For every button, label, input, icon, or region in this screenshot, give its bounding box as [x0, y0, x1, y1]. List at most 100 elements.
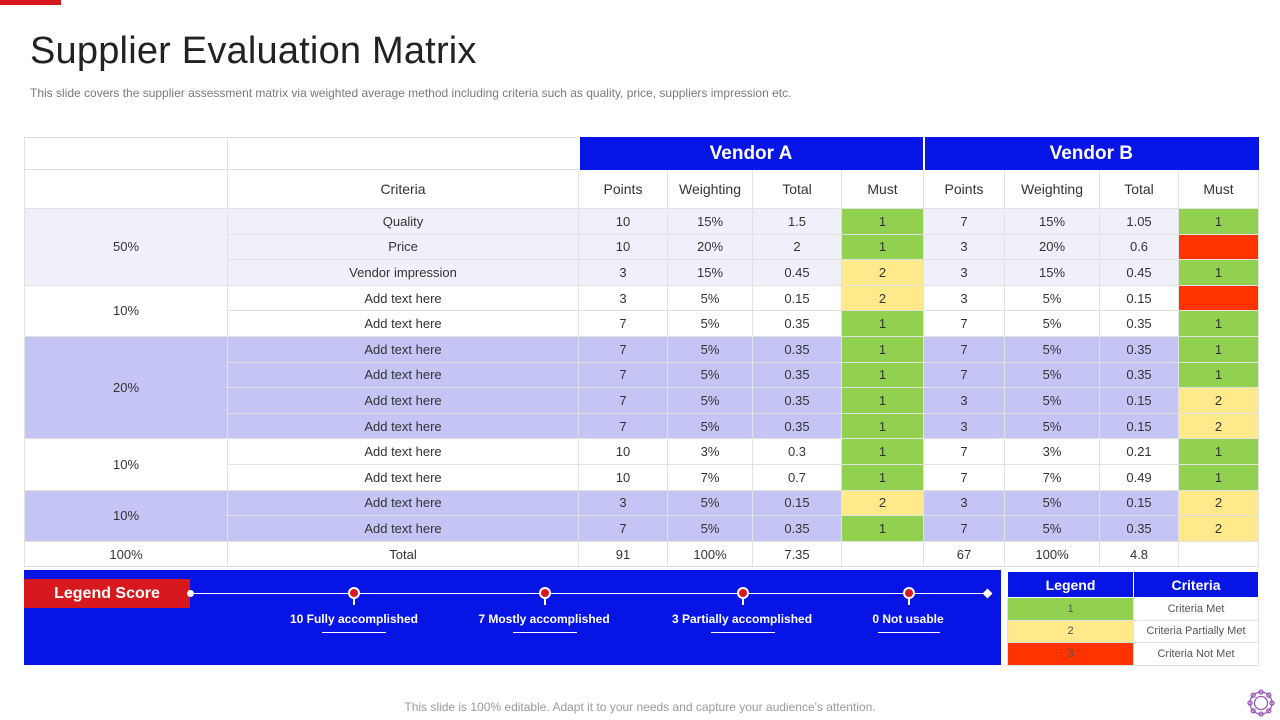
vendor-b-weighting-cell: 15%	[1004, 259, 1101, 286]
score-marker-stem	[353, 599, 355, 605]
vendor-b-must-cell: 2	[1178, 515, 1260, 542]
score-underline	[513, 632, 577, 633]
criteria-legend-header: Criteria	[1133, 571, 1259, 598]
legend-criteria-cell: Criteria Partially Met	[1133, 619, 1259, 643]
vendor-header-row: Vendor A Vendor B	[24, 137, 1260, 170]
vendor-b-weighting-cell: 20%	[1004, 233, 1101, 261]
vendor-b-weighting-cell: 5%	[1004, 515, 1101, 542]
vendor-a-total-cell: 2	[752, 233, 842, 261]
vendor-a-total-cell: 0.35	[752, 361, 842, 389]
total-header: Total	[1099, 169, 1180, 209]
vendor-b-must-cell: 3	[1178, 233, 1260, 261]
vendor-b-must-cell: 1	[1178, 310, 1260, 337]
vendor-a-weighting-cell: 5%	[667, 387, 753, 414]
vendor-b-total-cell: 0.35	[1099, 515, 1180, 542]
table-row: Add text here 10 7% 0.7 1 7 7% 0.49 1	[25, 463, 1260, 491]
table-row: 10% Add text here 10 3% 0.3 1 7 3% 0.21 1	[24, 438, 1260, 491]
blank-header-cell	[227, 137, 579, 170]
vendor-b-points-cell: 3	[923, 387, 1006, 414]
legend-score-label: Legend Score	[24, 579, 190, 608]
vendor-b-points-cell: 3	[923, 233, 1006, 261]
vendor-b-must-cell: 1	[1178, 438, 1260, 465]
score-marker-icon	[539, 587, 551, 599]
vendor-b-weighting-cell: 3%	[1004, 438, 1101, 465]
vendor-b-must-cell: 1	[1178, 463, 1260, 491]
score-marker-icon	[737, 587, 749, 599]
vendor-b-weighting-cell: 5%	[1004, 335, 1101, 363]
score-label-mostly: 7 Mostly accomplished	[478, 612, 610, 626]
points-header: Points	[923, 169, 1006, 209]
vendor-a-weighting-cell: 5%	[667, 412, 753, 440]
vendor-a-weighting-cell: 15%	[667, 259, 753, 286]
score-underline	[878, 632, 940, 633]
vendor-b-must-cell: 2	[1178, 387, 1260, 414]
vendor-b-total-cell: 0.6	[1099, 233, 1180, 261]
vendor-b-total-cell: 0.35	[1099, 310, 1180, 337]
vendor-b-must-cell: 2	[1178, 489, 1260, 517]
weight-group-cell: 10%	[24, 284, 228, 337]
vendor-b-weighting-cell: 5%	[1004, 284, 1101, 312]
criteria-cell: Add text here	[227, 463, 579, 491]
brand-logo-icon	[1247, 689, 1275, 717]
table-row: 10% Add text here 3 5% 0.15 2 3 5% 0.15 3	[24, 284, 1260, 337]
vendor-a-points-cell: 7	[578, 310, 668, 337]
criteria-header: Criteria	[227, 169, 579, 209]
vendor-a-points-cell: 7	[578, 361, 668, 389]
vendor-a-must-cell: 1	[840, 515, 925, 542]
vendor-b-weighting-cell: 5%	[1004, 387, 1101, 414]
criteria-cell: Vendor impression	[227, 259, 579, 286]
vendor-a-must-cell: 2	[840, 489, 925, 517]
criteria-cell: Add text here	[227, 489, 579, 517]
criteria-cell: Add text here	[227, 361, 579, 389]
vendor-b-must-cell: 2	[1178, 412, 1260, 440]
vendor-b-header: Vendor B	[922, 137, 1260, 170]
vendor-b-total-cell: 0.15	[1099, 387, 1180, 414]
vendor-b-must-cell: 1	[1178, 335, 1260, 363]
table-row: Price 10 20% 2 1 3 20% 0.6 3	[25, 233, 1260, 261]
legend-header-row: Legend Criteria	[1007, 571, 1259, 598]
timeline-start-dot	[187, 590, 194, 597]
vendor-a-points-cell: 10	[578, 208, 668, 235]
vendor-b-must-cell: 3	[1178, 284, 1260, 312]
vendor-a-must-cell: 2	[840, 284, 925, 312]
vendor-b-weighting-cell: 15%	[1004, 208, 1101, 235]
vendor-a-total-cell: 1.5	[752, 208, 842, 235]
legend-criteria-table: Legend Criteria 1 Criteria Met 2 Criteri…	[1007, 571, 1259, 666]
weight-group-cell: 50%	[24, 208, 228, 286]
weight-group-cell: 10%	[24, 489, 228, 542]
vendor-a-points-cell: 10	[578, 463, 668, 491]
total-header: Total	[752, 169, 842, 209]
vendor-b-weighting-cell: 5%	[1004, 489, 1101, 517]
vendor-a-must-cell: 1	[840, 361, 925, 389]
vendor-a-total-cell: 0.35	[752, 335, 842, 363]
vendor-a-weighting-cell: 20%	[667, 233, 753, 261]
vendor-a-weighting-cell: 3%	[667, 438, 753, 465]
vendor-a-total-cell: 0.35	[752, 515, 842, 542]
vendor-a-total-must	[840, 540, 925, 568]
vendor-a-total-cell: 0.35	[752, 310, 842, 337]
table-row: 20% Add text here 7 5% 0.35 1 7 5% 0.35 1	[24, 335, 1260, 440]
vendor-b-points-cell: 7	[923, 515, 1006, 542]
vendor-b-weighting-cell: 7%	[1004, 463, 1101, 491]
vendor-b-must-cell: 1	[1178, 208, 1260, 235]
vendor-b-points-cell: 7	[923, 310, 1006, 337]
table-row: Add text here 7 5% 0.35 1 3 5% 0.15 2	[25, 387, 1260, 414]
vendor-b-total-cell: 0.15	[1099, 412, 1180, 440]
vendor-a-weighting-cell: 5%	[667, 515, 753, 542]
vendor-b-points-cell: 7	[923, 208, 1006, 235]
criteria-cell: Quality	[227, 208, 579, 235]
evaluation-matrix-table: Vendor A Vendor B Criteria Points Weight…	[24, 137, 1260, 568]
matrix-body: 50% Quality 10 15% 1.5 1 7 15% 1.05 1 Price 10 20% 2 1…	[24, 208, 1260, 542]
vendor-a-must-cell: 1	[840, 412, 925, 440]
vendor-b-total-cell: 0.35	[1099, 361, 1180, 389]
vendor-b-points-cell: 3	[923, 259, 1006, 286]
vendor-a-total-cell: 0.15	[752, 489, 842, 517]
criteria-cell: Add text here	[227, 335, 579, 363]
must-header: Must	[840, 169, 925, 209]
criteria-cell: Add text here	[227, 284, 579, 312]
score-label-not-usable: 0 Not usable	[872, 612, 944, 626]
vendor-a-total-weighting: 100%	[667, 540, 753, 568]
vendor-b-total-weighting: 100%	[1004, 540, 1101, 568]
weighting-header: Weighting	[1004, 169, 1101, 209]
vendor-a-total-cell: 0.35	[752, 387, 842, 414]
